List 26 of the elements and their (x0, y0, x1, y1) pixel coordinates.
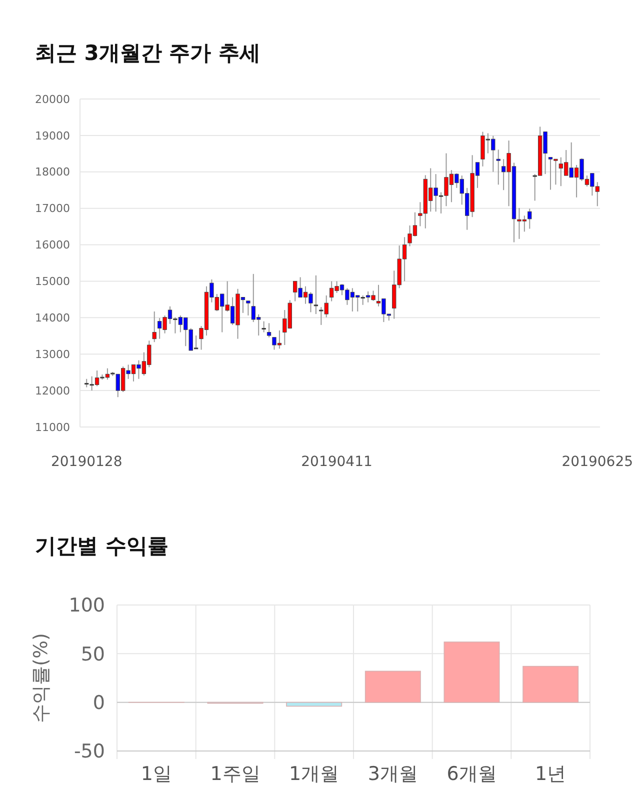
x-tick-label: 6개월 (446, 763, 497, 785)
y-tick-label: 0 (92, 692, 105, 714)
y-tick-label: 13000 (35, 348, 70, 361)
x-tick-label: 1년 (535, 763, 566, 785)
x-tick-label: 3개월 (368, 763, 418, 785)
x-tick-label: 1개월 (289, 763, 340, 785)
y-tick-label: -50 (74, 740, 105, 763)
x-tick-label: 1일 (140, 763, 172, 785)
y-tick-label: 19000 (35, 129, 70, 142)
y-tick-label: 50 (80, 643, 105, 666)
x-tick-label: 1주일 (210, 763, 260, 785)
y-axis-title: 수익률(%) (30, 633, 52, 723)
x-tick-label: 20190411 (301, 454, 372, 470)
y-tick-label: 12000 (35, 384, 70, 398)
chart-title: 최근 3개월간 주가 추세 (35, 41, 261, 65)
y-tick-label: 17000 (35, 202, 70, 216)
y-tick-label: 16000 (35, 238, 70, 252)
y-tick-label: 14000 (35, 312, 70, 325)
y-tick-label: 11000 (35, 420, 70, 434)
y-tick-label: 18000 (35, 166, 70, 179)
y-tick-label: 20000 (35, 92, 70, 106)
y-tick-label: 100 (68, 594, 105, 617)
y-tick-label: 15000 (35, 275, 70, 288)
chart-title: 기간별 수익률 (35, 534, 168, 558)
x-tick-label: 20190625 (562, 454, 634, 470)
x-tick-label: 20190128 (50, 454, 122, 470)
